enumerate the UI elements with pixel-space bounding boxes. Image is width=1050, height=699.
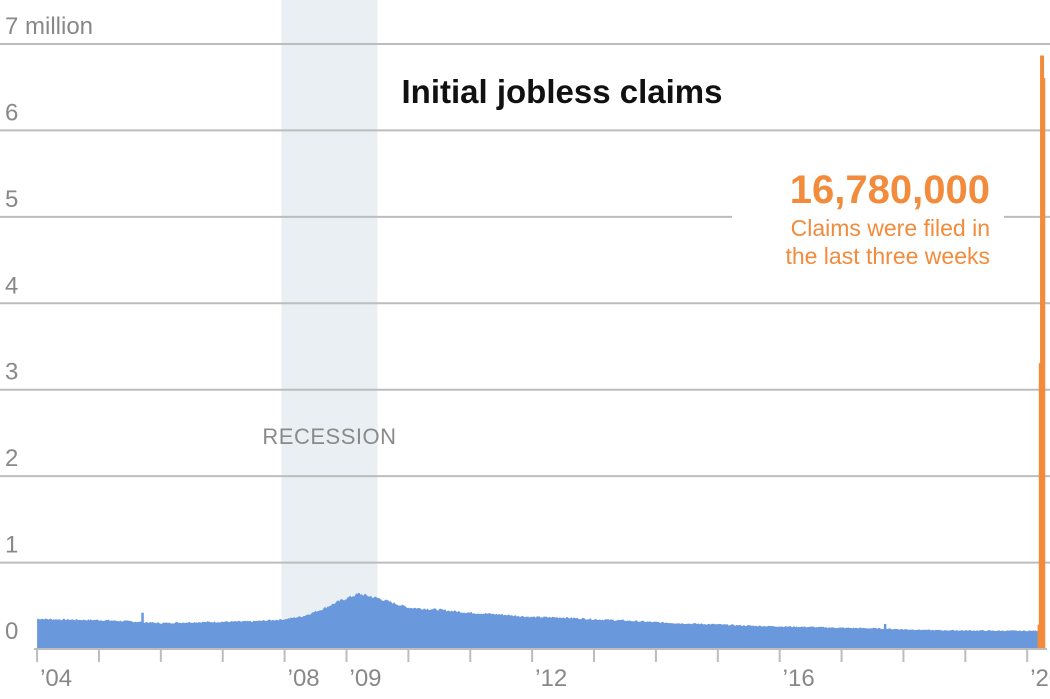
x-tick-label: ’16 (783, 665, 815, 692)
recent-week-bar (1041, 78, 1046, 649)
y-tick-label: 5 (5, 186, 18, 213)
weekly-spike (883, 623, 887, 649)
weekly-claims-area (37, 592, 1039, 649)
x-tick-label: ’20 (1030, 665, 1050, 692)
y-tick-label: 4 (5, 272, 18, 299)
weekly-spikes (141, 612, 887, 649)
y-tick-label: 1 (5, 532, 18, 559)
x-tick-label: ’04 (40, 665, 72, 692)
y-axis-ticks: 0 1 2 3 4 5 6 7 million (5, 13, 93, 645)
callout-background (732, 160, 1004, 275)
recent-weeks-bars (1037, 55, 1046, 650)
recession-label: RECESSION (262, 424, 396, 449)
y-unit-label: million (25, 13, 93, 40)
callout-line-1: Claims were filed in (791, 215, 990, 241)
recession-band (281, 0, 378, 649)
callout-number: 16,780,000 (790, 168, 990, 212)
y-tick-label: 6 (5, 99, 18, 126)
x-axis-ticks: ’04 ’08 ’09 ’12 ’16 ’20 (36, 649, 1050, 692)
y-tick-label: 0 (5, 618, 18, 645)
x-tick-label: ’09 (350, 665, 382, 692)
y-tick-label: 2 (5, 445, 18, 472)
x-tick-label: ’08 (288, 665, 320, 692)
y-tick-label: 7 (5, 13, 18, 40)
callout-line-2: the last three weeks (785, 243, 990, 269)
x-tick-label: ’12 (535, 665, 567, 692)
chart-title: Initial jobless claims (402, 73, 723, 110)
weekly-spike (141, 612, 144, 649)
gridlines (0, 43, 1050, 564)
y-tick-label: 3 (5, 359, 18, 386)
